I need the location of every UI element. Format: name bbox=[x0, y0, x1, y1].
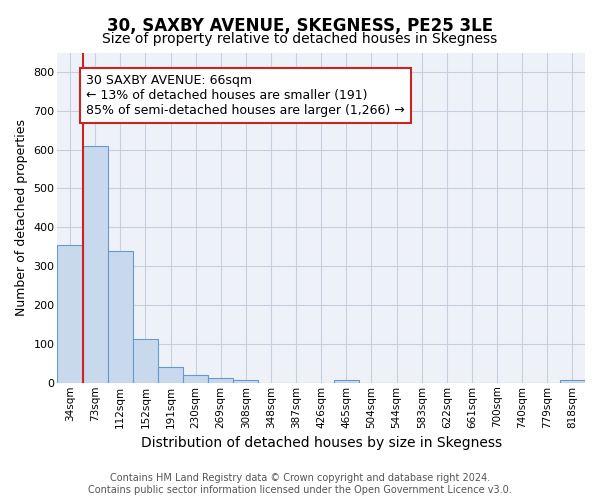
Bar bbox=[233, 380, 259, 383]
Y-axis label: Number of detached properties: Number of detached properties bbox=[15, 119, 28, 316]
Bar bbox=[133, 339, 158, 383]
Text: Size of property relative to detached houses in Skegness: Size of property relative to detached ho… bbox=[103, 32, 497, 46]
Bar bbox=[183, 375, 208, 383]
Bar bbox=[108, 250, 133, 383]
X-axis label: Distribution of detached houses by size in Skegness: Distribution of detached houses by size … bbox=[140, 436, 502, 450]
Bar bbox=[560, 380, 585, 383]
Bar bbox=[83, 146, 108, 383]
Text: 30, SAXBY AVENUE, SKEGNESS, PE25 3LE: 30, SAXBY AVENUE, SKEGNESS, PE25 3LE bbox=[107, 18, 493, 36]
Bar bbox=[58, 245, 83, 383]
Bar bbox=[208, 378, 233, 383]
Text: Contains HM Land Registry data © Crown copyright and database right 2024.
Contai: Contains HM Land Registry data © Crown c… bbox=[88, 474, 512, 495]
Text: 30 SAXBY AVENUE: 66sqm
← 13% of detached houses are smaller (191)
85% of semi-de: 30 SAXBY AVENUE: 66sqm ← 13% of detached… bbox=[86, 74, 405, 117]
Bar bbox=[334, 380, 359, 383]
Bar bbox=[158, 367, 183, 383]
